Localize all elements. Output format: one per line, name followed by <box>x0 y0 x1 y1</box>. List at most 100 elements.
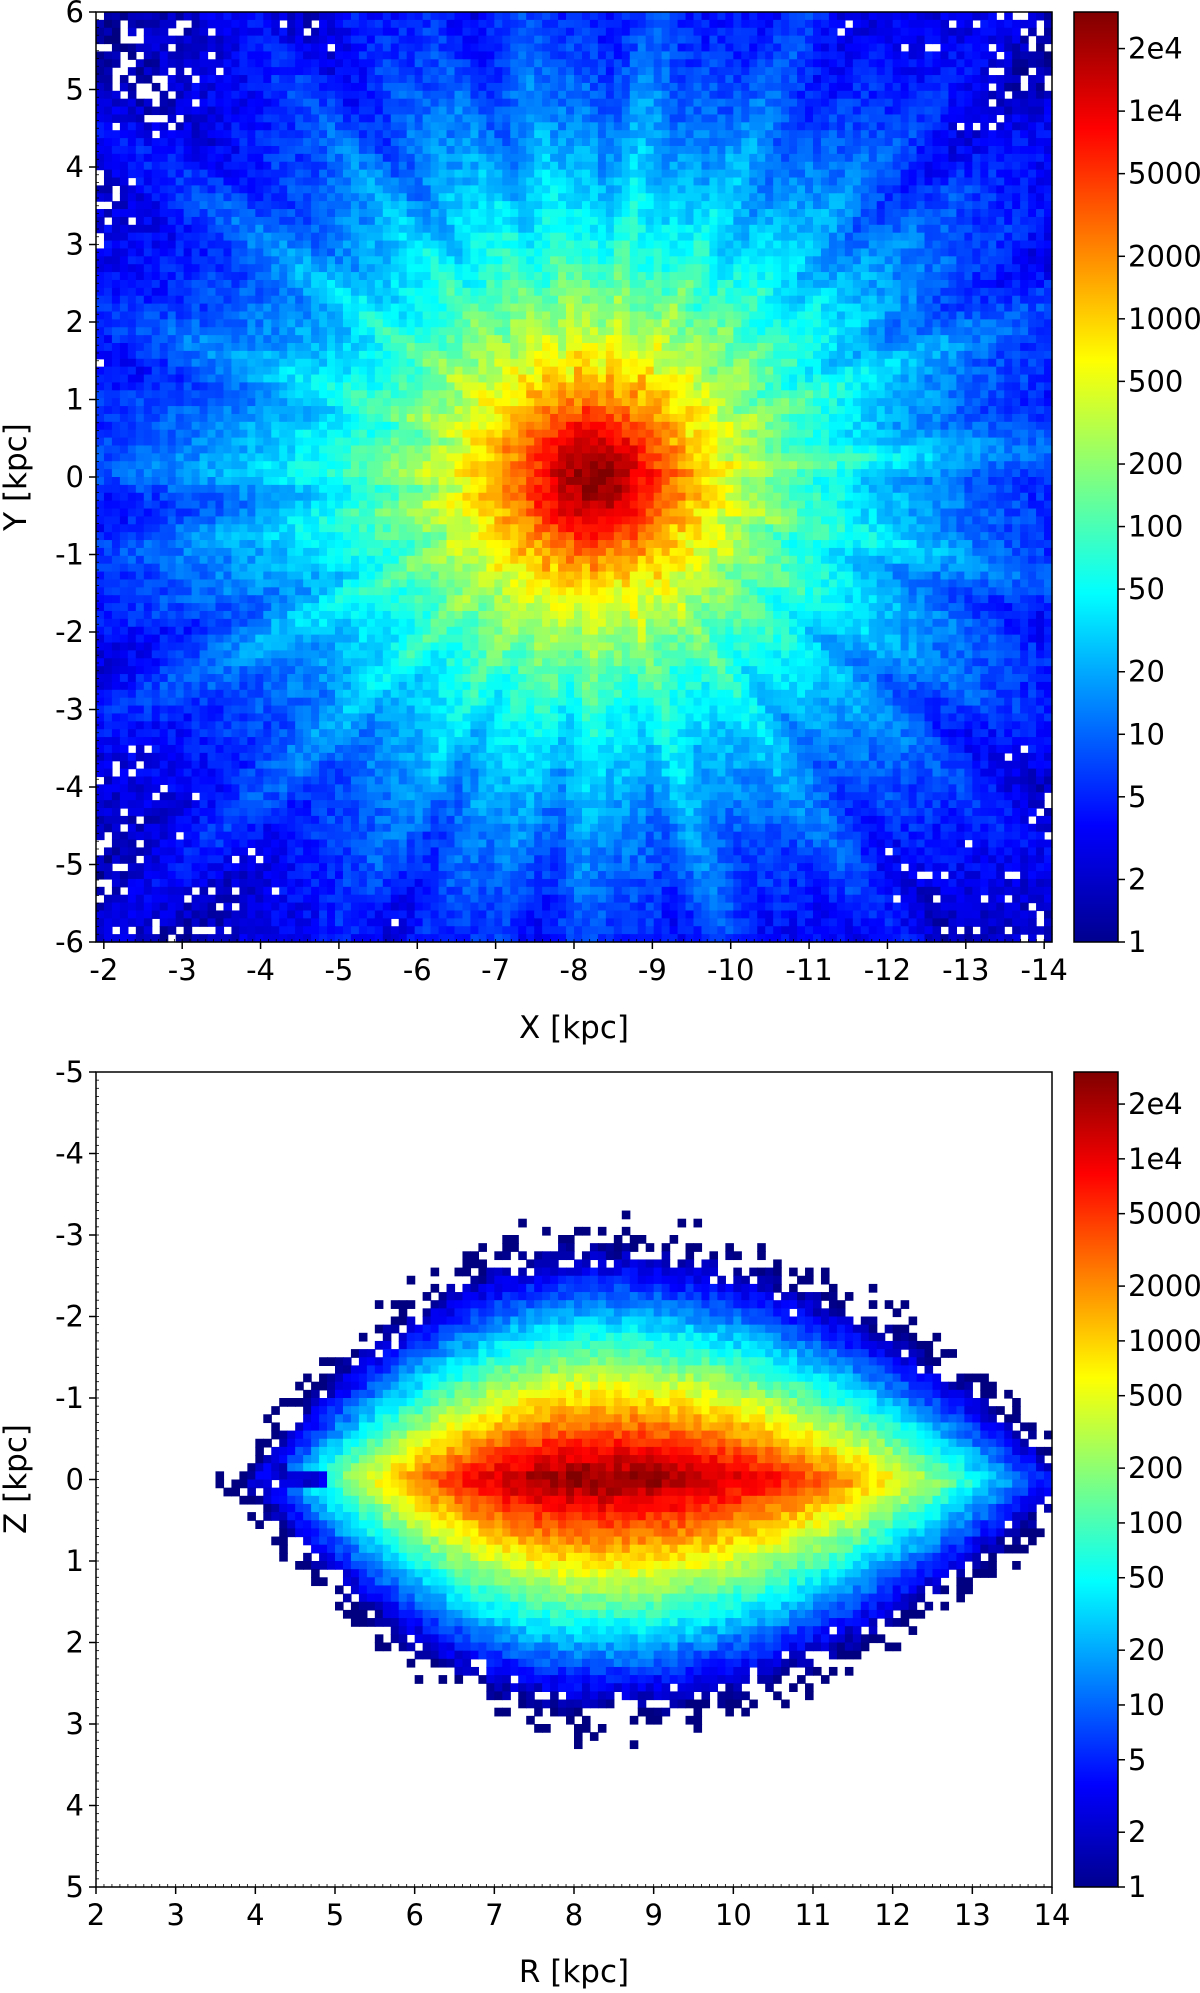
heatmap-cell <box>836 319 846 328</box>
heatmap-cell <box>446 185 456 194</box>
heatmap-cell <box>151 240 161 250</box>
heatmap-cell <box>255 272 264 281</box>
heatmap-cell <box>820 161 830 171</box>
heatmap-cell <box>167 138 177 147</box>
heatmap-cell <box>446 264 456 273</box>
heatmap-cell <box>390 224 400 234</box>
heatmap-cell <box>494 35 503 45</box>
heatmap-cell <box>518 295 527 305</box>
heatmap-cell <box>892 122 902 131</box>
heatmap-cell <box>828 51 838 60</box>
heatmap-cell <box>1012 169 1021 179</box>
heatmap-cell <box>820 319 830 328</box>
heatmap-cell <box>398 19 408 29</box>
heatmap-cell <box>438 161 448 171</box>
heatmap-cell <box>1012 272 1021 281</box>
heatmap-cell <box>717 311 726 320</box>
heatmap-cell <box>773 264 782 273</box>
heatmap-cell <box>645 264 655 273</box>
heatmap-cell <box>470 67 479 76</box>
heatmap-cell <box>542 224 551 234</box>
heatmap-cell <box>103 311 113 320</box>
heatmap-cell <box>510 67 519 76</box>
heatmap-cell <box>263 161 272 171</box>
heatmap-cell <box>988 12 997 21</box>
heatmap-cell <box>773 82 782 92</box>
heatmap-cell <box>908 240 918 250</box>
heatmap-cell <box>271 43 280 53</box>
heatmap-cell <box>661 59 671 68</box>
heatmap-cell <box>502 295 511 305</box>
heatmap-cell <box>295 114 304 123</box>
heatmap-cell <box>159 201 169 210</box>
heatmap-cell <box>844 153 854 163</box>
heatmap-cell <box>916 335 926 344</box>
heatmap-cell <box>518 335 527 344</box>
heatmap-cell <box>494 335 503 344</box>
heatmap-cell <box>637 279 647 289</box>
heatmap-cell <box>645 19 655 29</box>
heatmap-cell <box>1028 319 1037 328</box>
heatmap-cell <box>773 19 782 29</box>
heatmap-cell <box>167 177 177 186</box>
heatmap-cell <box>390 138 400 147</box>
heatmap-cell <box>852 256 862 265</box>
heatmap-cell <box>454 98 464 108</box>
heatmap-cell <box>470 193 479 202</box>
heatmap-cell <box>486 185 495 194</box>
heatmap-cell <box>964 67 973 76</box>
heatmap-cell <box>175 106 185 116</box>
heatmap-cell <box>733 295 742 305</box>
heatmap-cell <box>1036 130 1045 139</box>
heatmap-cell <box>486 153 495 163</box>
heatmap-cell <box>701 59 711 68</box>
heatmap-cell <box>470 35 479 45</box>
heatmap-cell <box>574 98 583 108</box>
heatmap-cell <box>597 295 607 305</box>
heatmap-cell <box>263 185 272 194</box>
heatmap-cell <box>813 35 822 45</box>
heatmap-cell <box>860 201 870 210</box>
heatmap-cell <box>637 232 647 242</box>
heatmap-cell <box>462 35 472 45</box>
heatmap-cell <box>717 12 726 21</box>
heatmap-cell <box>725 106 734 116</box>
heatmap-cell <box>135 169 145 179</box>
heatmap-cell <box>972 201 981 210</box>
heatmap-cell <box>215 177 225 186</box>
heatmap-cell <box>645 295 655 305</box>
heatmap-cell <box>797 248 806 257</box>
heatmap-cell <box>135 209 145 218</box>
heatmap-cell <box>581 248 591 257</box>
heatmap-cell <box>502 335 511 344</box>
heatmap-cell <box>303 75 312 84</box>
heatmap-cell <box>876 193 886 202</box>
heatmap-cell <box>311 90 320 100</box>
heatmap-cell <box>478 35 487 45</box>
heatmap-cell <box>167 327 177 336</box>
heatmap-cell <box>661 272 671 281</box>
heatmap-cell <box>295 27 304 37</box>
heatmap-cell <box>422 75 432 84</box>
heatmap-cell <box>191 114 201 123</box>
heatmap-cell <box>765 256 774 265</box>
heatmap-cell <box>422 43 432 53</box>
heatmap-cell <box>645 82 655 92</box>
heatmap-cell <box>717 27 726 37</box>
heatmap-cell <box>566 67 575 76</box>
heatmap-cell <box>597 12 607 21</box>
heatmap-cell <box>319 138 328 147</box>
heatmap-cell <box>629 224 639 234</box>
heatmap-cell <box>119 248 129 257</box>
heatmap-cell <box>430 27 440 37</box>
heatmap-cell <box>350 232 360 242</box>
heatmap-cell <box>916 193 926 202</box>
heatmap-cell <box>398 193 408 202</box>
heatmap-cell <box>422 122 432 131</box>
heatmap-cell <box>948 130 957 139</box>
heatmap-cell <box>151 327 161 336</box>
heatmap-cell <box>119 335 129 344</box>
heatmap-cell <box>550 106 559 116</box>
heatmap-cell <box>526 303 535 313</box>
heatmap-cell <box>613 311 623 320</box>
